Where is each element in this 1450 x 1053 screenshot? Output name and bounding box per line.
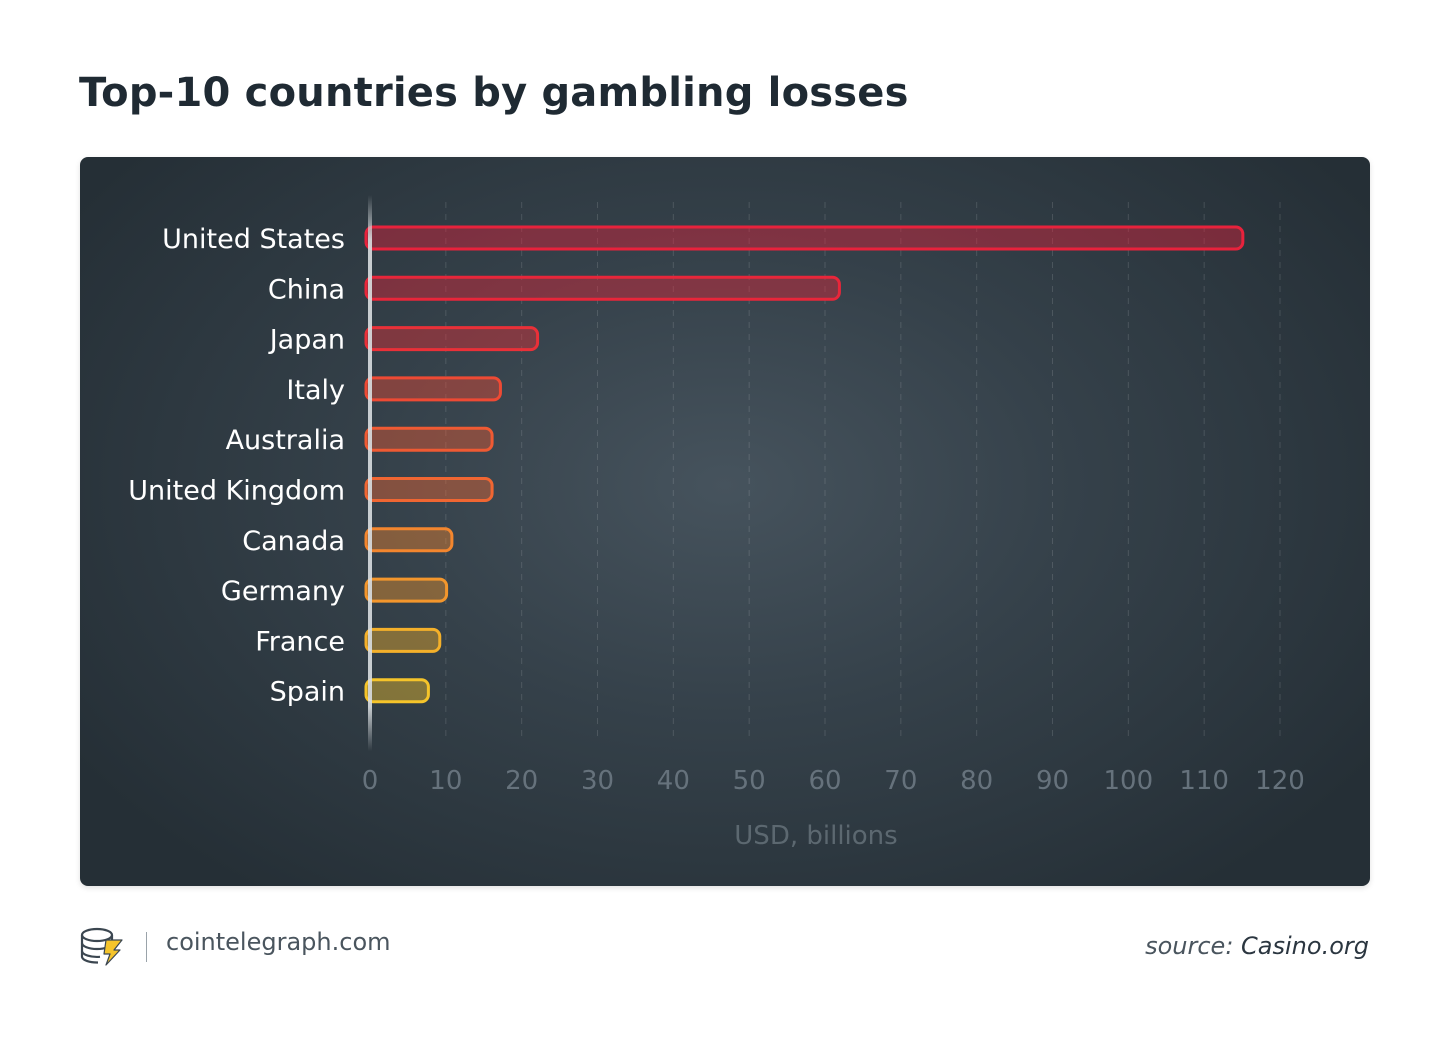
bar [364, 627, 442, 653]
x-tick-label: 30 [581, 766, 614, 796]
category-label: Australia [226, 425, 345, 456]
category-label: Germany [221, 576, 345, 607]
x-tick-label: 40 [657, 766, 690, 796]
category-label: United Kingdom [128, 476, 345, 507]
category-label: Spain [270, 677, 345, 708]
category-label: France [255, 626, 345, 657]
source-prefix: source: [1145, 932, 1234, 960]
source-name: Casino.org [1241, 932, 1369, 960]
x-tick-label: 110 [1179, 766, 1229, 796]
bar [364, 527, 454, 553]
bar [364, 326, 540, 352]
x-tick-label: 80 [960, 766, 993, 796]
x-tick-label: 60 [808, 766, 841, 796]
category-label: Canada [242, 526, 345, 557]
bar [364, 477, 494, 502]
bar [364, 577, 449, 603]
x-axis-label: USD, billions [734, 821, 897, 851]
category-label: China [268, 274, 345, 305]
cointelegraph-logo-icon [80, 925, 126, 967]
category-label: Japan [268, 325, 345, 356]
chart-title: Top-10 countries by gambling losses [79, 70, 909, 116]
bar [364, 376, 502, 402]
chart-panel: 0 10 20 30 40 50 60 70 80 90 100 110 120 USD, billion… [80, 157, 1370, 886]
bar [364, 678, 430, 704]
bar [364, 275, 841, 301]
category-label: United States [162, 224, 345, 255]
x-tick-label: 20 [505, 766, 538, 796]
x-tick-label: 70 [884, 766, 917, 796]
footer-source: source: Casino.org [1145, 932, 1369, 960]
bar [364, 225, 1245, 251]
footer-site-link[interactable]: cointelegraph.com [166, 928, 391, 956]
category-label: Italy [286, 375, 345, 406]
x-tick-label: 120 [1255, 766, 1305, 796]
x-tick-label: 90 [1036, 766, 1069, 796]
bar [364, 426, 494, 452]
footer-divider [146, 932, 147, 962]
x-tick-label: 10 [429, 766, 462, 796]
bar-chart: 0 10 20 30 40 50 60 70 80 90 100 110 120 USD, billion… [128, 195, 1305, 851]
x-tick-label: 50 [733, 766, 766, 796]
y-axis-line [368, 195, 372, 751]
x-tick-label: 100 [1104, 766, 1154, 796]
x-tick-label: 0 [362, 766, 379, 796]
